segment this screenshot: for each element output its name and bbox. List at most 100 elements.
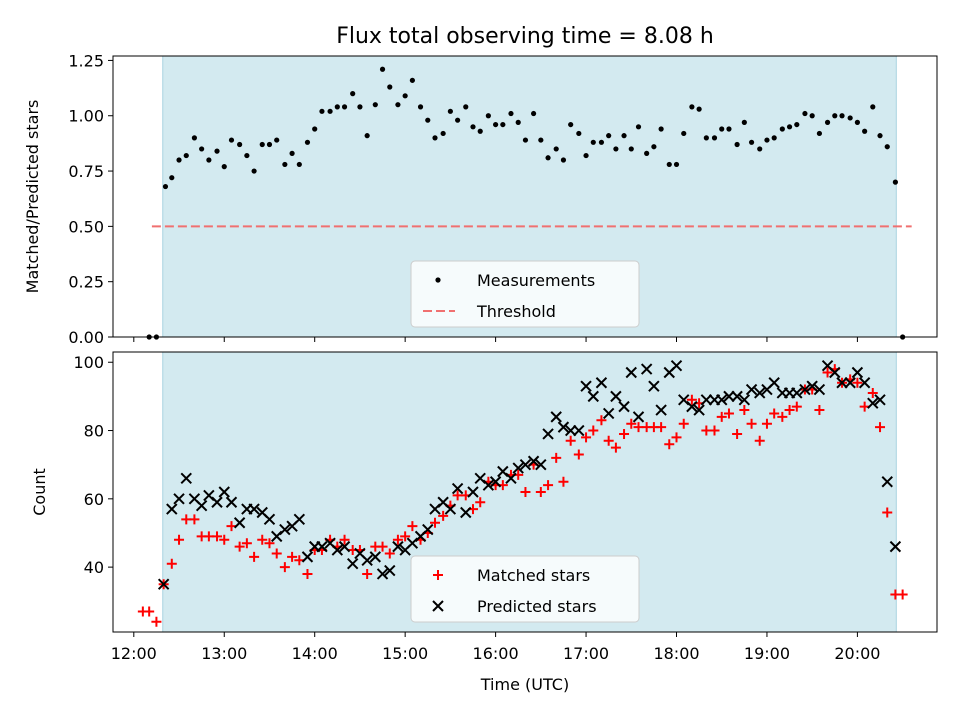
legend-label: Threshold [476, 302, 556, 321]
legend-matched-swatch [433, 570, 443, 580]
predicted-point [233, 517, 246, 529]
predicted-point [557, 421, 570, 433]
matched-point [212, 531, 223, 542]
matched-point [716, 411, 727, 422]
predicted-point [535, 458, 547, 471]
measurement-point [455, 117, 461, 123]
measurement-point [621, 133, 627, 139]
predicted-point [686, 400, 698, 413]
y-tick-label: 0.00 [68, 328, 104, 347]
matched-point [535, 487, 546, 497]
measurement-point [606, 133, 612, 139]
figure-title: Flux total observing time = 8.08 h [336, 24, 714, 49]
predicted-point [731, 390, 743, 403]
measurement-point [244, 152, 250, 159]
matched-point [581, 432, 592, 443]
matched-point [596, 415, 607, 426]
predicted-point [738, 394, 751, 406]
predicted-point [422, 523, 434, 536]
measurement-point [199, 146, 205, 152]
measurement-point [576, 130, 582, 137]
measurement-point [794, 121, 800, 128]
matched-point [573, 449, 584, 460]
measurement-point [786, 124, 793, 130]
measurement-point [635, 124, 642, 130]
measurement-point [327, 108, 333, 114]
measurement-point [553, 146, 559, 152]
matched-point [610, 442, 621, 453]
matched-point [234, 541, 245, 552]
measurement-point [666, 161, 672, 168]
matched-point [249, 551, 260, 562]
predicted-point [640, 363, 653, 375]
matched-point [897, 589, 908, 600]
measurement-point [341, 104, 348, 110]
measurement-point [673, 161, 680, 168]
x-tick-label: 17:00 [563, 644, 609, 663]
y-tick-label: 60 [84, 490, 104, 509]
matched-point [151, 616, 162, 627]
predicted-point [625, 366, 637, 379]
measurement-point [425, 117, 431, 123]
predicted-point [836, 377, 848, 389]
matched-point [174, 534, 185, 545]
predicted-point [166, 503, 178, 515]
predicted-point [460, 506, 472, 519]
measurement-point [470, 124, 476, 130]
predicted-point [655, 404, 667, 416]
predicted-point [799, 383, 811, 396]
measurement-point [809, 113, 815, 119]
measurement-point [832, 113, 838, 119]
matched-point [362, 568, 373, 579]
matched-point [144, 606, 155, 617]
measurement-point [522, 137, 529, 143]
predicted-point [700, 394, 713, 406]
predicted-point [346, 557, 359, 570]
predicted-point [489, 476, 502, 488]
legend-box [410, 260, 640, 328]
x-tick-label: 13:00 [201, 644, 247, 663]
measurement-point [681, 130, 687, 137]
measurement-point [221, 164, 227, 170]
matched-point [603, 435, 614, 446]
matched-point [438, 510, 449, 521]
matched-point [287, 551, 298, 562]
y-tick-label: 100 [73, 353, 104, 372]
matched-point [257, 534, 268, 545]
measurement-point [334, 104, 340, 110]
predicted-point [813, 383, 826, 396]
predicted-point [573, 424, 585, 437]
matched-point [264, 538, 275, 549]
measurement-point [372, 102, 378, 108]
matched-point [732, 428, 743, 439]
matched-point [746, 418, 757, 429]
measurement-point [387, 84, 393, 90]
predicted-point [248, 503, 260, 515]
predicted-point [505, 472, 517, 485]
predicted-point [512, 462, 524, 474]
matched-point [769, 408, 780, 419]
measurement-point [259, 141, 265, 148]
y-tick-label: 0.50 [68, 217, 104, 236]
matched-point [882, 507, 893, 518]
predicted-point [693, 404, 705, 416]
measurement-point [304, 139, 311, 145]
measurement-point [816, 130, 823, 137]
matched-point [407, 521, 418, 532]
measurement-point [395, 102, 401, 108]
predicted-point [745, 383, 758, 396]
matched-point [543, 480, 554, 491]
predicted-point [392, 540, 404, 553]
measurement-point [493, 121, 499, 128]
x-tick-label: 18:00 [653, 644, 699, 663]
matched-point [279, 562, 290, 573]
legend-label: Measurements [477, 271, 595, 290]
x-tick-label: 15:00 [382, 644, 428, 663]
predicted-point [867, 397, 879, 409]
matched-point [867, 387, 878, 398]
predicted-point [519, 458, 532, 471]
matched-point [814, 405, 825, 416]
predicted-point [157, 578, 170, 590]
measurement-point [847, 115, 853, 121]
